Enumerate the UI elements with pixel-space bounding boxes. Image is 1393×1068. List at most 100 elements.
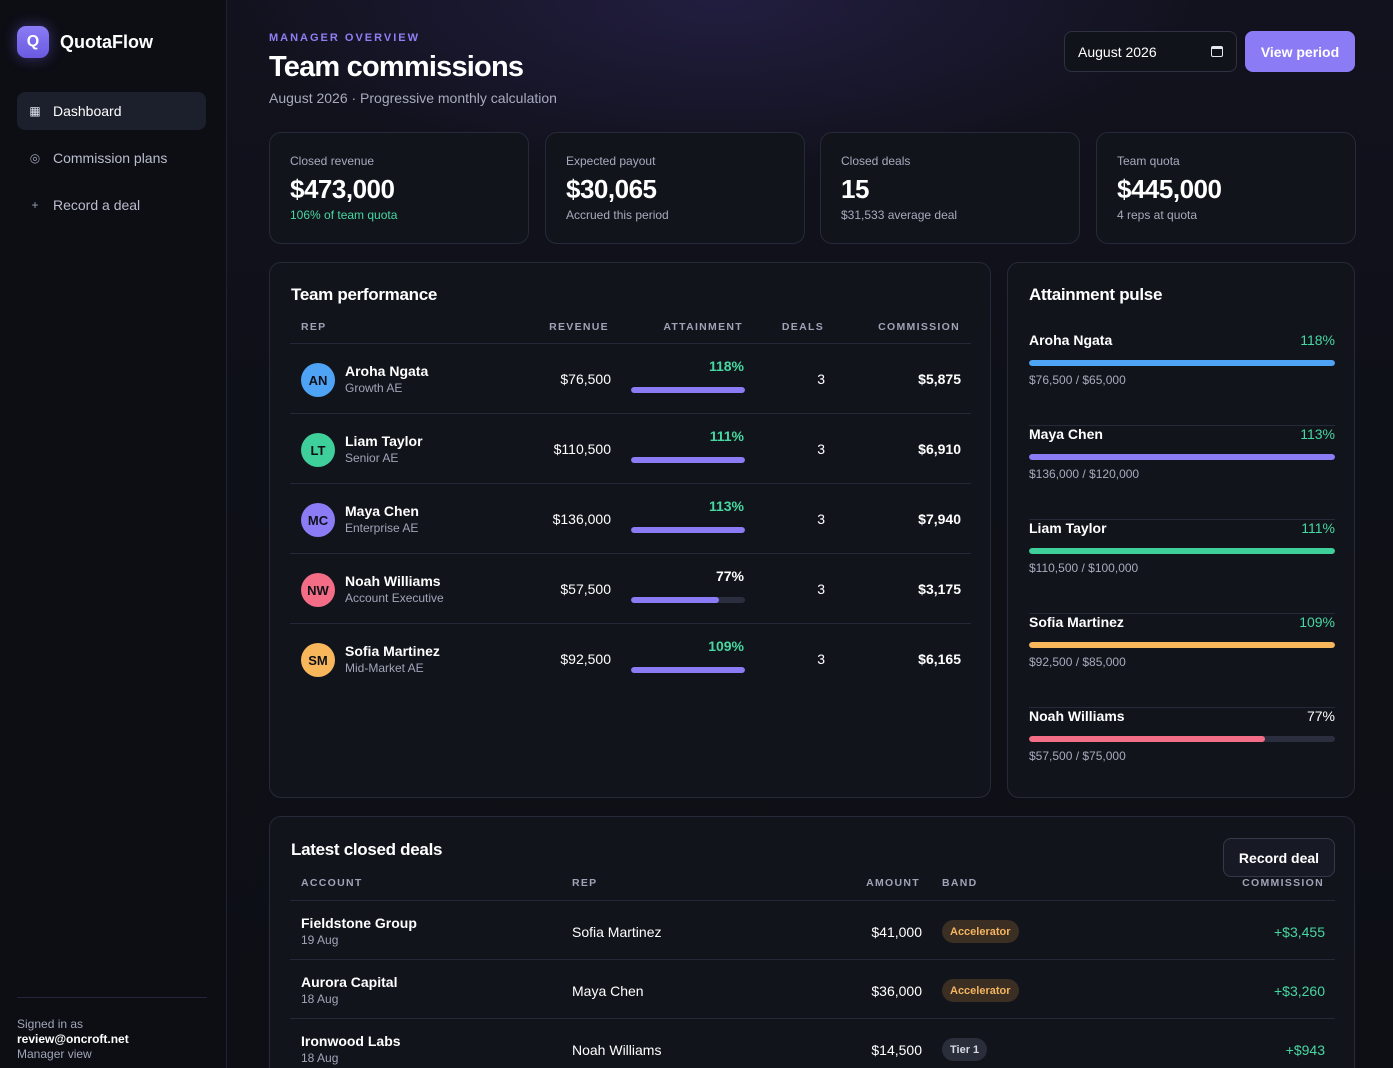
pulse-bar-fill: [1029, 736, 1265, 742]
view-period-button[interactable]: View period: [1245, 31, 1355, 72]
pulse-percent: 118%: [1300, 332, 1335, 348]
pulse-item: Sofia Martinez 109% $92,500 / $85,000: [1029, 614, 1335, 708]
table-row[interactable]: MC Maya Chen Enterprise AE $136,000 113% 3 $7,…: [290, 483, 971, 553]
revenue-value: $76,500: [560, 371, 611, 387]
pulse-percent: 113%: [1300, 426, 1335, 442]
avatar: LT: [301, 433, 335, 467]
pulse-bar-fill: [1029, 548, 1335, 554]
revenue-value: $110,500: [553, 441, 611, 457]
commission-value: $6,910: [918, 441, 961, 457]
rep-role: Enterprise AE: [345, 521, 419, 535]
record-deal-button[interactable]: Record deal: [1223, 838, 1335, 877]
pulse-rep-name: Noah Williams: [1029, 708, 1125, 724]
attainment-bar: [631, 527, 745, 533]
period-picker[interactable]: August 2026: [1064, 31, 1237, 72]
deals-count: 3: [817, 441, 825, 457]
column-header-band: BAND: [942, 877, 978, 889]
column-header-revenue: REVENUE: [549, 321, 609, 333]
stat-value: $473,000: [290, 174, 395, 204]
account-name: Aurora Capital: [301, 974, 398, 990]
sidebar: Q QuotaFlow ▦ Dashboard ◎ Commission pla…: [0, 0, 227, 1068]
stat-sub: 4 reps at quota: [1117, 208, 1198, 222]
rep-name: Noah Williams: [345, 573, 441, 589]
table-row[interactable]: SM Sofia Martinez Mid-Market AE $92,500 109%…: [290, 623, 971, 693]
pulse-rep-name: Sofia Martinez: [1029, 614, 1124, 630]
attainment-bar-fill: [631, 457, 745, 463]
pulse-percent: 109%: [1299, 614, 1335, 630]
latest-deals-panel: Latest closed deals Record deal ACCOUNT …: [269, 816, 1355, 1068]
stat-card-closed-revenue: Closed revenue $473,000 106% of team quo…: [269, 132, 529, 244]
sidebar-item-commission-plans[interactable]: ◎ Commission plans: [17, 139, 206, 177]
plus-icon: +: [31, 198, 39, 212]
pulse-bar-fill: [1029, 454, 1335, 460]
calendar-icon[interactable]: [1211, 46, 1223, 57]
attainment-bar: [631, 387, 745, 393]
deal-commission: +$943: [1285, 1042, 1325, 1058]
user-role: Manager view: [17, 1047, 92, 1061]
panel-title: Attainment pulse: [1029, 285, 1163, 304]
deal-amount: $36,000: [871, 983, 922, 999]
column-header-rep: REP: [301, 321, 327, 333]
circle-icon: ◎: [29, 151, 41, 165]
pulse-bar: [1029, 642, 1335, 648]
band-badge: Tier 1: [942, 1038, 988, 1061]
commission-value: $6,165: [918, 651, 961, 667]
signed-in-block: Signed in as review@oncroft.net Manager …: [17, 997, 207, 1062]
pulse-detail: $76,500 / $65,000: [1029, 373, 1126, 387]
deal-date: 18 Aug: [301, 1051, 339, 1065]
sidebar-item-dashboard[interactable]: ▦ Dashboard: [17, 92, 206, 130]
attainment-percent: 77%: [715, 568, 744, 584]
attainment-percent: 113%: [708, 498, 744, 514]
column-header-rep: REP: [572, 877, 598, 889]
stat-sub: 106% of team quota: [290, 208, 398, 222]
avatar: AN: [301, 363, 335, 397]
team-performance-panel: Team performance REP REVENUE ATTAINMENT …: [269, 262, 991, 798]
sidebar-item-record-deal[interactable]: + Record a deal: [17, 186, 206, 224]
avatar: SM: [301, 643, 335, 677]
attainment-bar: [631, 597, 745, 603]
table-row[interactable]: Ironwood Labs 18 Aug Noah Williams $14,500 T…: [290, 1018, 1335, 1068]
page-title: Team commissions: [269, 51, 524, 83]
attainment-bar-fill: [631, 527, 745, 533]
attainment-bar-fill: [631, 597, 719, 603]
sidebar-item-label: Dashboard: [53, 103, 122, 119]
brand-name: QuotaFlow: [60, 31, 153, 52]
deals-count: 3: [817, 651, 825, 667]
table-row[interactable]: NW Noah Williams Account Executive $57,500 7…: [290, 553, 971, 623]
brand[interactable]: Q QuotaFlow: [17, 26, 153, 58]
band-badge: Accelerator: [942, 979, 1019, 1002]
rep-name: Maya Chen: [345, 503, 419, 519]
stat-sub: $31,533 average deal: [841, 208, 958, 222]
sidebar-item-label: Record a deal: [53, 197, 141, 213]
rep-role: Growth AE: [345, 381, 403, 395]
column-header-account: ACCOUNT: [301, 877, 363, 889]
attainment-bar-fill: [631, 387, 745, 393]
pulse-detail: $136,000 / $120,000: [1029, 467, 1140, 481]
table-row[interactable]: Fieldstone Group 19 Aug Sofia Martinez $41,…: [290, 900, 1335, 959]
sidebar-nav: ▦ Dashboard ◎ Commission plans + Record …: [17, 92, 206, 233]
table-row[interactable]: AN Aroha Ngata Growth AE $76,500 118% 3 $5,875: [290, 343, 971, 413]
deal-rep: Maya Chen: [572, 983, 644, 999]
pulse-bar: [1029, 454, 1335, 460]
attainment-bar: [631, 667, 745, 673]
table-row[interactable]: Aurora Capital 18 Aug Maya Chen $36,000 Acce…: [290, 959, 1335, 1018]
deal-rep: Sofia Martinez: [572, 924, 662, 940]
stat-card-team-quota: Team quota $445,000 4 reps at quota: [1096, 132, 1356, 244]
avatar: MC: [301, 503, 335, 537]
pulse-bar-fill: [1029, 642, 1335, 648]
panel-title: Latest closed deals: [291, 840, 443, 859]
deal-amount: $14,500: [871, 1042, 922, 1058]
deals-count: 3: [817, 581, 825, 597]
deal-rep: Noah Williams: [572, 1042, 662, 1058]
table-row[interactable]: LT Liam Taylor Senior AE $110,500 111% 3 $6,91…: [290, 413, 971, 483]
stat-value: $30,065: [566, 174, 657, 204]
deal-commission: +$3,260: [1274, 983, 1325, 999]
pulse-bar: [1029, 548, 1335, 554]
deal-date: 18 Aug: [301, 992, 339, 1006]
stat-value: 15: [841, 174, 869, 204]
deal-commission: +$3,455: [1274, 924, 1325, 940]
attainment-percent: 111%: [709, 428, 744, 444]
pulse-rep-name: Maya Chen: [1029, 426, 1103, 442]
pulse-item: Liam Taylor 111% $110,500 / $100,000: [1029, 520, 1335, 614]
signed-in-label: Signed in as: [17, 1017, 84, 1031]
